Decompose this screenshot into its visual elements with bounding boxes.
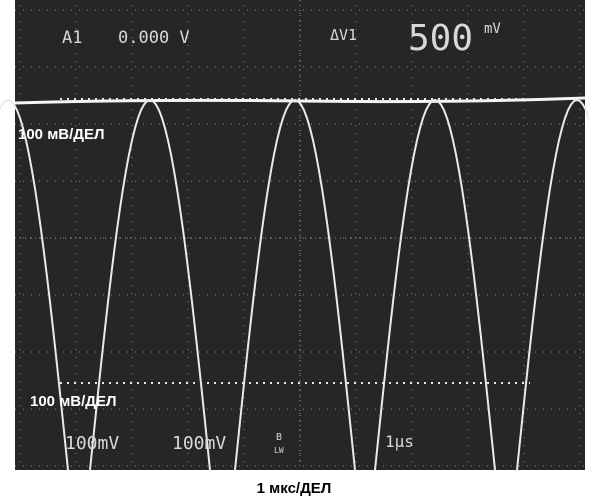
graticule xyxy=(15,0,585,470)
trace-arc xyxy=(234,98,356,471)
trace-arc xyxy=(516,98,589,471)
delta-unit: mV xyxy=(484,21,501,37)
time-scale: 1 мкс/ДЕЛ xyxy=(257,480,332,497)
waveform xyxy=(0,96,589,471)
mode-sub: LW xyxy=(274,446,284,455)
baseline-trace xyxy=(14,96,586,105)
offset: 0.000 V xyxy=(118,28,190,48)
timebase: 1µs xyxy=(385,432,414,451)
delta-value: 500 xyxy=(408,18,473,59)
trace-arc xyxy=(374,98,496,471)
delta-label: ΔV1 xyxy=(330,26,357,44)
trace-arc xyxy=(0,98,69,471)
ch1-scale: 100mV xyxy=(65,433,119,454)
lower-scale: 100 мВ/ДЕЛ xyxy=(30,393,117,410)
mode: B xyxy=(276,432,282,443)
trace-arc xyxy=(89,98,211,471)
channel: A1 xyxy=(62,28,82,48)
ch2-scale: 100mV xyxy=(172,433,226,454)
upper-scale: 100 мВ/ДЕЛ xyxy=(18,126,105,143)
